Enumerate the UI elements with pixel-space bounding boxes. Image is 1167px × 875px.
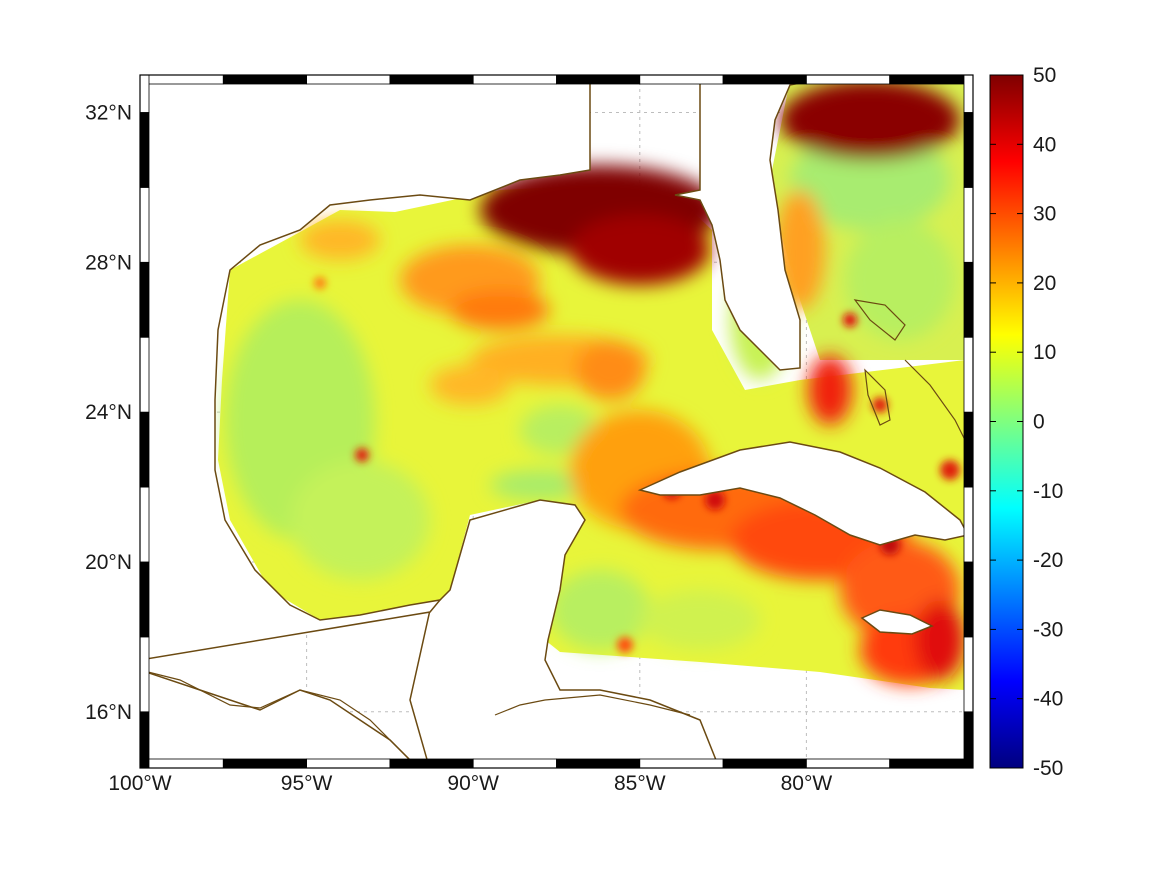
lat-tick-label: 16°N <box>85 701 132 724</box>
coastline <box>140 75 970 768</box>
lon-tick-label: 100°W <box>108 772 171 795</box>
frame-top-segment <box>556 74 641 85</box>
lon-tick-label: 90°W <box>447 772 499 795</box>
colorbar-tick-label: -40 <box>1033 688 1063 711</box>
lon-tick-label: 80°W <box>781 772 833 795</box>
frame-top-segment <box>722 74 807 85</box>
frame-left-segment <box>139 486 150 563</box>
map-frame-border <box>139 74 974 769</box>
frame-top-segment <box>889 74 974 85</box>
colorbar-tick-label: 50 <box>1033 64 1056 87</box>
frame-left-segment <box>139 74 150 113</box>
latitude-tick-labels: 32°N 28°N 24°N 20°N 16°N <box>85 101 132 723</box>
colorbar-tick-label: -20 <box>1033 549 1063 572</box>
colorbar-tick-label: 40 <box>1033 133 1056 156</box>
frame-right-segment <box>963 112 974 188</box>
frame-right-segment <box>963 336 974 413</box>
frame-top-segment <box>306 74 391 85</box>
frame-left-segment <box>139 112 150 188</box>
colorbar-tick-label: 10 <box>1033 341 1056 364</box>
frame-left-segment <box>139 411 150 488</box>
frame-top-segment <box>806 74 891 85</box>
longitude-tick-labels: 100°W 95°W 90°W 85°W 80°W <box>108 772 832 795</box>
frame-bottom-segment <box>222 758 308 769</box>
frame-right-segment <box>963 261 974 338</box>
frame-top-segment <box>472 74 557 85</box>
frame-right-segment <box>963 636 974 713</box>
frame-left-segment <box>139 336 150 413</box>
lon-tick-label: 85°W <box>614 772 666 795</box>
frame-top-segment <box>389 74 474 85</box>
colorbar-tick-label: 20 <box>1033 272 1056 295</box>
colorbar-tick-label: -10 <box>1033 480 1063 503</box>
frame-left-segment <box>139 636 150 713</box>
frame-bottom-segment <box>722 758 807 769</box>
frame-top-segment <box>222 74 308 85</box>
frame-bottom-segment <box>389 758 474 769</box>
lat-tick-label: 20°N <box>85 551 132 574</box>
sea-field <box>218 80 965 690</box>
frame-right-segment <box>963 561 974 638</box>
frame-bottom-segment <box>306 758 391 769</box>
colorbar-tick-label: -50 <box>1033 757 1063 780</box>
frame-left-segment <box>139 711 150 769</box>
frame-top-segment <box>139 74 224 85</box>
lat-tick-label: 24°N <box>85 401 132 424</box>
frame-bottom-segment <box>806 758 891 769</box>
lat-tick-label: 32°N <box>85 101 132 124</box>
frame-top-segment <box>639 74 724 85</box>
frame-right-segment <box>963 74 974 113</box>
frame-left-segment <box>139 186 150 263</box>
colorbar-tick-label: 30 <box>1033 203 1056 226</box>
colorbar-tick-label: 0 <box>1033 411 1045 434</box>
map-frame <box>139 74 974 769</box>
frame-left-segment <box>139 561 150 638</box>
lon-tick-label: 95°W <box>281 772 333 795</box>
frame-bottom-segment <box>889 758 974 769</box>
lat-tick-label: 28°N <box>85 251 132 274</box>
frame-bottom-segment <box>139 758 224 769</box>
frame-right-segment <box>963 711 974 769</box>
colorbar-tick-labels: 50 40 30 20 10 0 -10 -20 -30 -40 -50 <box>990 64 1063 780</box>
frame-bottom-segment <box>556 758 641 769</box>
frame-right-segment <box>963 486 974 563</box>
frame-bottom-segment <box>472 758 557 769</box>
frame-right-segment <box>963 186 974 263</box>
frame-bottom-segment <box>639 758 724 769</box>
frame-left-segment <box>139 261 150 338</box>
frame-right-segment <box>963 411 974 488</box>
colorbar-tick-label: -30 <box>1033 618 1063 641</box>
